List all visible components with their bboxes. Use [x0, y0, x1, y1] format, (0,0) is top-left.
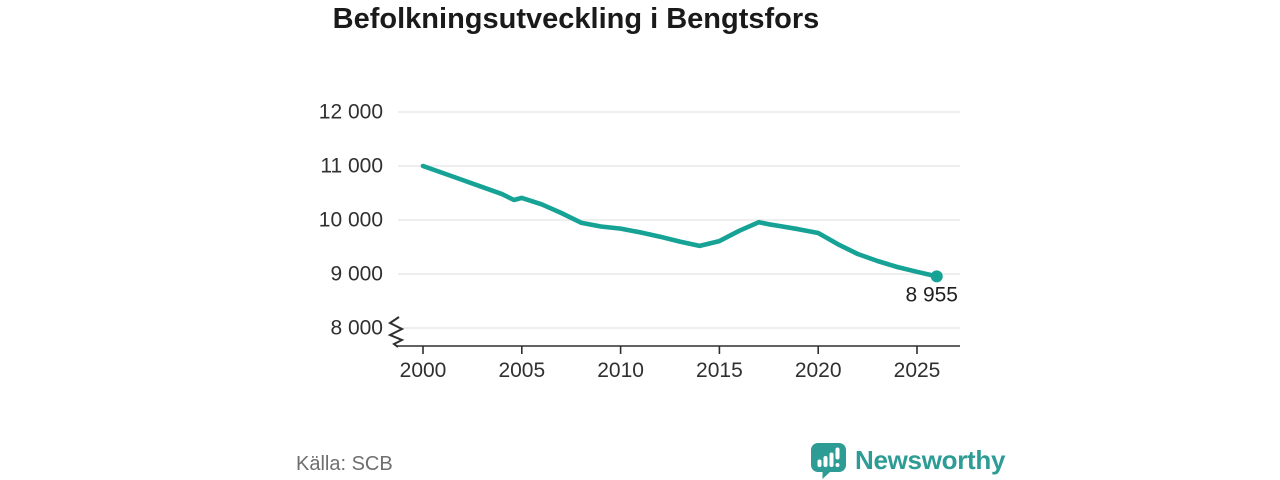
y-axis-tick-label: 12 000: [319, 101, 383, 124]
x-axis-tick-label: 2010: [597, 359, 644, 382]
y-axis-break-icon: [387, 316, 405, 348]
newsworthy-logo: Newsworthy: [810, 442, 1005, 479]
y-axis-tick-label: 11 000: [320, 155, 383, 178]
x-axis-tick-label: 2005: [498, 359, 545, 382]
newsworthy-speech-bubble-bars-icon: [811, 443, 846, 479]
last-value-label: 8 955: [905, 283, 958, 306]
population-series-line: [420, 163, 940, 279]
x-axis-tick-label: 2020: [795, 359, 842, 382]
newsworthy-wordmark: Newsworthy: [855, 445, 1006, 475]
y-axis-tick-label: 8 000: [330, 317, 383, 340]
y-axis-tick-label: 9 000: [330, 263, 383, 286]
x-axis-tick-label: 2000: [400, 359, 447, 382]
source-credit: Källa: SCB: [296, 453, 393, 475]
y-axis-tick-label: 10 000: [319, 209, 383, 232]
x-axis-tick-label: 2015: [696, 359, 743, 382]
chart-title: Befolkningsutveckling i Bengtsfors: [332, 3, 820, 35]
last-data-point-marker: [930, 270, 943, 283]
x-axis-tick-label: 2025: [894, 359, 941, 382]
